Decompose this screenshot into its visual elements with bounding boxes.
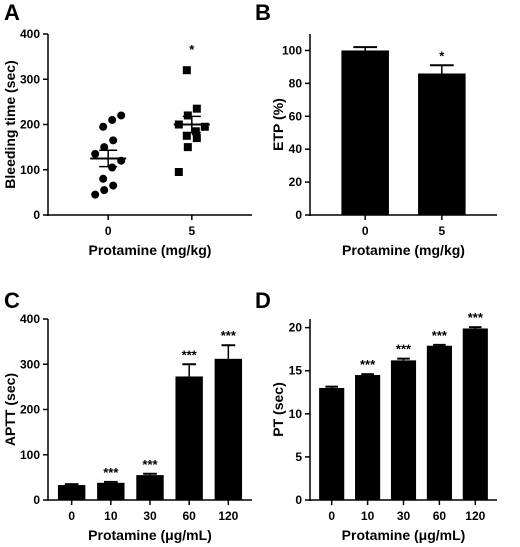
panel-label-c: C [4,288,20,313]
panel-d-y-tick-label: 20 [289,321,303,335]
panel-a-point-0 [117,111,126,120]
panel-c-y-tick-label: 300 [20,357,40,371]
panel-a-point-0 [109,136,118,145]
panel-b-significance-marker: * [439,48,445,63]
panel-a-point-5 [200,122,209,131]
panel-b-y-tick-label: 40 [289,142,303,156]
panel-a-point-5 [182,66,191,75]
panel-b-x-tick-label: 5 [438,224,445,238]
panel-c-x-tick-label: 60 [182,509,196,523]
panel-a-point-0 [99,122,108,131]
panel-a-point-0 [100,143,109,152]
panel-d-bar-60 [426,345,452,500]
panel-d-y-tick-label: 10 [289,407,303,421]
panel-a-y-tick-label: 400 [20,27,40,41]
panel-d-y-tick-label: 5 [295,450,302,464]
panel-a-point-0 [91,190,100,199]
panel-b-y-tick-label: 80 [289,76,303,90]
panel-c-y-tick-label: 100 [20,448,40,462]
panel-a-point-5 [174,168,183,177]
panel-b-x-axis-title: Protamine (mg/kg) [342,242,465,258]
panel-c-y-tick-label: 0 [33,493,40,507]
panel-b-bar-0 [341,50,389,215]
panel-d-x-tick-label: 10 [361,509,375,523]
panel-d-significance-marker: *** [360,357,376,372]
panel-b-x-tick-label: 0 [362,224,369,238]
panel-c-x-tick-label: 30 [143,509,157,523]
panel-a-point-0 [91,149,100,158]
panel-a-point-0 [100,186,109,195]
panel-a-significance-marker: * [189,42,195,57]
panel-a-point-5 [183,143,192,152]
panel-c-x-tick-label: 0 [68,509,75,523]
panel-c-y-tick-label: 400 [20,312,40,326]
panel-c-significance-marker: *** [221,328,237,343]
panel-c-y-axis-title: APTT (sec) [2,373,18,446]
panel-d-x-tick-label: 120 [465,509,485,523]
panel-a-point-5 [191,127,200,136]
panel-d-bar-0 [319,387,345,500]
panel-b-y-tick-label: 20 [289,175,303,189]
panel-a-x-tick-label: 0 [105,224,112,238]
panel-a-point-5 [183,111,192,120]
panel-c-bar-10 [97,482,125,500]
panel-b-y-tick-label: 0 [295,208,302,222]
panel-d-y-tick-label: 15 [289,364,303,378]
panel-d-y-axis-title: PT (sec) [270,382,286,436]
panel-d-bar-120 [462,328,488,500]
panel-label-a: A [4,0,20,25]
panel-a-y-tick-label: 0 [33,208,40,222]
panel-a-y-tick-label: 300 [20,72,40,86]
panel-d-x-tick-label: 0 [328,509,335,523]
panel-c-y-tick-label: 200 [20,403,40,417]
panel-label-b: B [255,0,271,25]
panel-a-point-5 [192,134,201,143]
panel-a-y-axis-title: Bleeding time (sec) [2,60,18,188]
panel-a-point-5 [192,104,201,113]
panel-b-y-tick-label: 60 [289,109,303,123]
panel-d-significance-marker: *** [432,328,448,343]
panel-d-significance-marker: *** [468,310,484,325]
panel-a-x-axis-title: Protamine (mg/kg) [89,242,212,258]
panel-b-y-axis-title: ETP (%) [270,98,286,151]
panel-c-bar-120 [214,358,243,500]
panel-b-y-tick-label: 100 [282,43,302,57]
panel-a-point-0 [109,181,118,190]
panel-a-x-tick-label: 5 [188,224,195,238]
panel-d-significance-marker: *** [396,342,412,357]
panel-c-bar-30 [136,475,164,500]
panel-d-bar-10 [355,375,381,500]
panel-c-significance-marker: *** [103,465,119,480]
panel-c-x-tick-label: 10 [104,509,118,523]
panel-d-y-tick-label: 0 [295,493,302,507]
panel-c-bar-0 [57,485,86,500]
panel-label-d: D [255,288,271,313]
panel-a-point-0 [99,174,108,183]
panel-a-point-0 [108,163,117,172]
panel-d-bar-30 [390,360,417,500]
panel-a-y-tick-label: 200 [20,118,40,132]
panel-b-bar-5 [418,73,466,215]
panel-d-x-tick-label: 60 [433,509,447,523]
panel-d-x-axis-title: Protamine (μg/mL) [342,527,466,543]
panel-d-x-tick-label: 30 [397,509,411,523]
panel-a-point-5 [182,131,191,140]
panel-c-significance-marker: *** [182,347,198,362]
panel-c-x-tick-label: 120 [218,509,238,523]
panel-c-significance-marker: *** [142,457,158,472]
panel-a-y-tick-label: 100 [20,163,40,177]
panel-c-bar-60 [175,376,203,500]
panel-a-point-0 [108,115,117,124]
panel-c-x-axis-title: Protamine (μg/mL) [88,527,212,543]
